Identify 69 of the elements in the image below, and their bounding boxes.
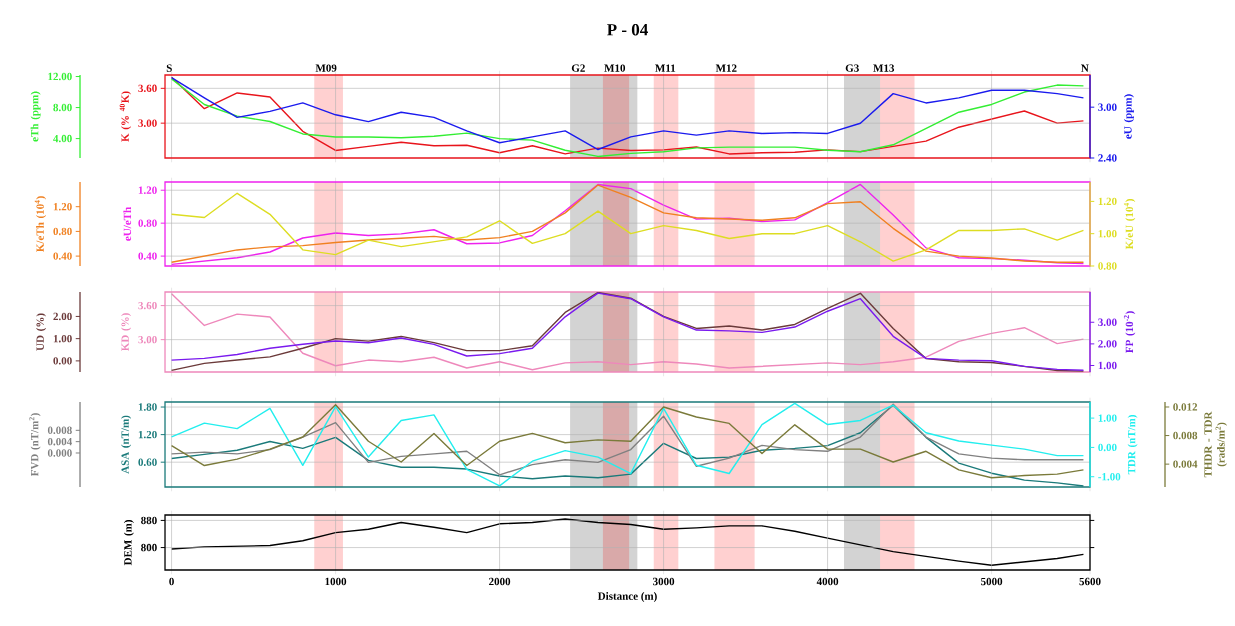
y2-axis-title: FP (10$^{-2}$) xyxy=(1123,311,1136,353)
y2-tick-label: 3.00 xyxy=(1098,103,1117,111)
y3-tick-label: 0.004 xyxy=(47,437,72,446)
y3-axis-title: K/eTh (10$^{4}$) xyxy=(34,196,47,252)
x-tick-label: 4000 xyxy=(816,577,839,586)
text: N xyxy=(1081,64,1089,72)
y2-axis-title: eU (ppm) xyxy=(1123,94,1134,139)
band-label: G3 xyxy=(845,64,859,72)
y-tick-label: 3.00 xyxy=(138,335,157,344)
y-tick-label: 0.60 xyxy=(138,458,157,466)
x-axis-title: Distance (m) xyxy=(597,592,657,603)
y-tick-label: 0.80 xyxy=(138,219,157,227)
y2-tick-label: -1.00 xyxy=(1098,473,1121,481)
y-tick-label: 1.20 xyxy=(138,430,157,439)
x-tick-label: 0 xyxy=(169,577,174,586)
y3-tick-label: 0.000 xyxy=(47,449,72,457)
y3-tick-label: 4.00 xyxy=(53,134,72,143)
y-axis-title: DEM (m) xyxy=(123,520,134,566)
band-label: M10 xyxy=(604,64,626,72)
y-tick-label: 800 xyxy=(141,543,157,552)
band-label: M13 xyxy=(873,64,895,72)
x-tick-label: 1000 xyxy=(325,577,347,586)
chart-title: P - 04 xyxy=(607,23,648,36)
y2-tick-label: 0.80 xyxy=(1098,262,1117,270)
y2-tick-label: 1.00 xyxy=(1098,229,1117,238)
y2-tick-label: 1.00 xyxy=(1098,361,1117,370)
y2-axis-title: K/eU (10$^{4}$) xyxy=(1123,199,1136,250)
x-tick-label: 3000 xyxy=(653,577,675,586)
y-tick-label: 0.40 xyxy=(138,252,157,260)
y-tick-label: 1.80 xyxy=(138,403,157,411)
y3-axis-title: FVD (nT/m$^{2}$) xyxy=(29,413,41,477)
y-tick-label: 880 xyxy=(141,516,157,525)
band-label: M11 xyxy=(655,64,676,72)
y2-tick-label: 3.00 xyxy=(1098,318,1117,326)
band-label: M12 xyxy=(715,64,737,72)
y3-tick-label: 0.00 xyxy=(53,357,72,365)
y3-tick-label: 2.00 xyxy=(53,312,72,321)
text: S xyxy=(166,64,172,72)
y-tick-label: 0.004 xyxy=(1173,460,1198,468)
y-tick-label: 3.60 xyxy=(138,84,157,93)
y-tick-label: 0.012 xyxy=(1173,403,1198,411)
y2-tick-label: 2.40 xyxy=(1098,154,1117,162)
y2-tick-label: 2.00 xyxy=(1098,340,1117,348)
x-tick-label: 5600 xyxy=(1079,577,1101,586)
y2-axis-title: TDR (nT/m) xyxy=(1127,415,1138,475)
y3-tick-label: 1.00 xyxy=(53,334,72,343)
y-axis-title: ASA (nT/m) xyxy=(121,415,132,474)
y-axis-title: KD (%) xyxy=(121,313,132,352)
y3-tick-label: 8.00 xyxy=(53,103,72,112)
y2-tick-label: 1.00 xyxy=(1098,414,1117,422)
y3-tick-label: 0.008 xyxy=(47,426,72,435)
y-tick-label: 3.60 xyxy=(138,301,157,310)
y3-axis-title: eTh (ppm) xyxy=(30,91,41,142)
y-tick-label: 1.20 xyxy=(138,186,157,194)
y-axis-title: K (% $^{40}$K) xyxy=(119,91,132,142)
y3-tick-label: 0.80 xyxy=(53,227,72,236)
y3-tick-label: 1.20 xyxy=(53,202,72,211)
y3-tick-label: 0.40 xyxy=(53,252,72,260)
band-label: G2 xyxy=(571,64,585,72)
y3-tick-label: 12.00 xyxy=(48,72,72,81)
x-tick-label: 5000 xyxy=(981,577,1003,586)
y-tick-label: 3.00 xyxy=(138,119,157,127)
x-tick-label: 2000 xyxy=(489,577,511,586)
y2-tick-label: 0.00 xyxy=(1098,443,1117,452)
y-axis-title: eU/eTh xyxy=(123,207,132,241)
y-tick-label: 0.008 xyxy=(1173,431,1198,440)
y3-axis-title: UD (%) xyxy=(36,313,47,351)
band-label: M09 xyxy=(315,64,337,72)
y2-tick-label: 1.20 xyxy=(1098,197,1117,206)
